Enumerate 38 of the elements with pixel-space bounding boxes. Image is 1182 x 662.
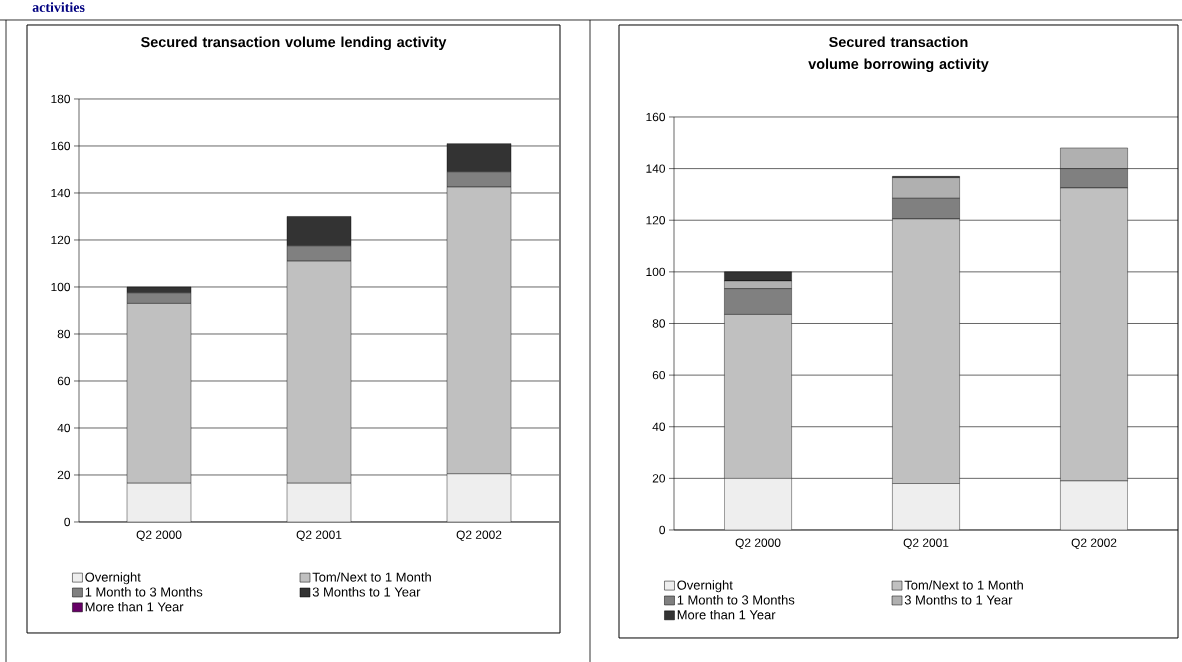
y-tick-label: 120 — [51, 235, 71, 245]
y-tick-label: 0 — [64, 517, 71, 527]
legend-label: 3 Months to 1 Year — [904, 595, 1013, 605]
y-tick-label: 140 — [51, 188, 71, 198]
y-tick-label: 0 — [659, 525, 666, 535]
y-tick-label: 40 — [57, 423, 71, 433]
y-tick-label: 60 — [57, 376, 71, 386]
legend-label: Tom/Next to 1 Month — [312, 572, 431, 582]
y-tick-label: 120 — [646, 216, 666, 225]
x-tick-label: Q2 2002 — [1071, 538, 1117, 550]
chart-title: Secured transaction volume borrowing activity — [808, 36, 989, 72]
y-tick-label: 100 — [51, 282, 71, 292]
y-tick-label: 20 — [652, 474, 666, 483]
legend-label: 1 Month to 3 Months — [85, 587, 203, 597]
y-tick-label: 140 — [646, 164, 666, 173]
y-tick-label: 160 — [646, 112, 666, 122]
y-tick-label: 160 — [51, 141, 71, 151]
y-tick-label: 60 — [652, 370, 666, 380]
x-tick-label: Q2 2000 — [136, 530, 182, 542]
legend-label: Overnight — [85, 572, 141, 585]
legend-label: More than 1 Year — [85, 601, 184, 612]
x-tick-label: Q2 2000 — [735, 538, 781, 550]
y-tick-label: 20 — [57, 470, 71, 480]
legend-label: Tom/Next to 1 Month — [904, 580, 1023, 590]
x-tick-label: Q2 2001 — [903, 538, 949, 550]
y-tick-label: 180 — [51, 94, 71, 104]
y-tick-label: 80 — [57, 329, 71, 339]
legend-label: More than 1 Year — [677, 609, 776, 620]
x-tick-label: Q2 2001 — [296, 530, 342, 542]
y-tick-label: 80 — [652, 319, 666, 328]
y-tick-label: 40 — [652, 422, 666, 431]
chart-title: Secured transaction volume lending activity — [141, 36, 447, 51]
legend-label: 1 Month to 3 Months — [677, 595, 795, 605]
x-tick-label: Q2 2002 — [456, 530, 502, 542]
legend-label: 3 Months to 1 Year — [312, 587, 421, 597]
y-tick-label: 100 — [646, 267, 666, 277]
legend-label: Overnight — [677, 580, 733, 593]
text: activities — [32, 2, 85, 13]
